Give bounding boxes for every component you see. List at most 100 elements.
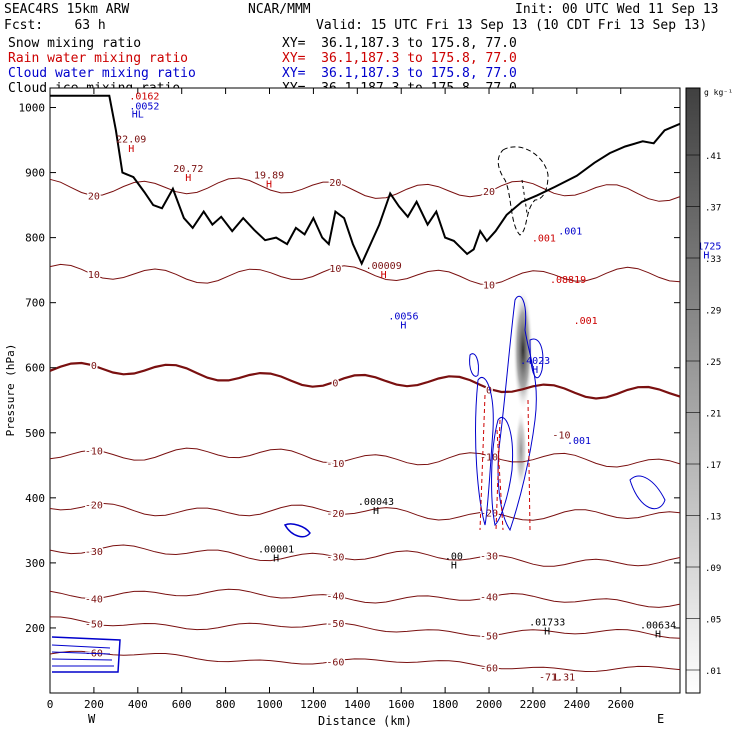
isotherm-label: -40	[85, 595, 103, 606]
y-tick-label: 700	[25, 297, 45, 310]
x-tick-label: 2600	[607, 698, 634, 711]
isotherm-label: 10	[88, 270, 100, 281]
x-tick-label: 1200	[300, 698, 327, 711]
field-xy-snow: XY= 36.1,187.3 to 175.8, 77.0	[282, 36, 517, 51]
x-tick-label: 2200	[520, 698, 547, 711]
isotherm-label: -40	[480, 593, 498, 604]
colorbar-label: .17	[705, 461, 721, 471]
isotherm-label: -50	[480, 632, 498, 643]
contour-annotation: .00634	[640, 621, 676, 632]
valid-time: Valid: 15 UTC Fri 13 Sep 13 (10 CDT Fri …	[316, 18, 708, 33]
x-tick-label: 1800	[432, 698, 459, 711]
min-temp-marker: L	[554, 673, 560, 684]
contour-annotation: .001	[558, 226, 582, 237]
x-tick-label: 1600	[388, 698, 415, 711]
x-axis-label: Distance (km)	[318, 714, 412, 728]
isotherm-label: 20	[329, 178, 341, 189]
isotherm-label: -20	[326, 509, 344, 520]
x-tick-label: 600	[172, 698, 192, 711]
isotherm-10	[49, 263, 681, 286]
colorbar-label: .29	[705, 307, 721, 317]
isotherm-20	[49, 177, 681, 202]
model-name: SEAC4RS 15km ARW	[4, 2, 130, 17]
contour-annotation: .0052	[129, 101, 159, 112]
isotherm--10	[49, 447, 681, 468]
contour-annotation: H	[400, 321, 406, 332]
organization: NCAR/MMM	[248, 2, 311, 17]
x-tick-label: 2400	[564, 698, 591, 711]
x-tick-label: 800	[216, 698, 236, 711]
isotherm--40	[49, 588, 681, 608]
y-tick-label: 900	[25, 167, 45, 180]
snow-plume-shading-lower	[515, 410, 527, 490]
contour-annotation: H	[273, 554, 279, 565]
y-axis-label: Pressure (hPa)	[4, 344, 17, 437]
isotherm--20	[49, 502, 681, 521]
cloud-water-contours	[51, 295, 666, 673]
x-end-label-west: W	[88, 712, 96, 726]
contour-annotation: .0162	[129, 92, 159, 103]
colorbar-label: .01	[705, 667, 721, 677]
colorbar-label: .37	[705, 204, 721, 214]
contour-annotation: 19.89	[254, 170, 284, 181]
x-end-label-east: E	[657, 712, 664, 726]
contour-annotation: .001	[532, 234, 556, 245]
forecast-hour: Fcst: 63 h	[4, 18, 106, 33]
field-label-rain: Rain water mixing ratio	[8, 51, 189, 66]
contour-annotation: H	[655, 630, 661, 641]
contour-annotation: HL	[132, 109, 144, 120]
field-label-cloud-water: Cloud water mixing ratio	[8, 66, 196, 81]
isotherm-label: -20	[480, 509, 498, 520]
cloud-ice-contour	[497, 146, 549, 236]
contour-annotation: H	[532, 365, 538, 376]
contour-annotation: .00009	[366, 261, 402, 272]
colorbar: .01 .05 .09 .13 .17 .21 .25 .29 .33 .37 .41 g kg⁻¹	[685, 87, 733, 694]
y-tick-label: 300	[25, 557, 45, 570]
isotherm-label: -10	[326, 459, 344, 470]
contour-annotation: H	[381, 270, 387, 281]
isotherm-label: -60	[480, 664, 498, 675]
colorbar-label: .25	[705, 358, 721, 368]
contour-annotation: H	[703, 250, 709, 261]
isotherm--60	[49, 650, 681, 673]
contour-annotation: -10	[552, 431, 570, 442]
contour-annotation: .001	[574, 316, 598, 327]
contour-annotation: H	[373, 506, 379, 517]
isotherm-label: -30	[326, 552, 344, 563]
colorbar-unit: g kg⁻¹	[704, 88, 733, 97]
isotherm-label: -30	[85, 547, 103, 558]
isotherm--50	[49, 616, 681, 639]
isotherm-label: -50	[85, 619, 103, 630]
isotherm-label: -60	[326, 657, 344, 668]
isotherm-label: -10	[480, 452, 498, 463]
isotherm-label: 0	[91, 361, 97, 372]
x-tick-label: 1000	[256, 698, 283, 711]
contour-annotation: .00	[445, 552, 463, 563]
isotherm-label: 0	[332, 378, 338, 389]
contour-annotation: .01733	[529, 617, 565, 628]
x-tick-label: 200	[84, 698, 104, 711]
colorbar-label: .21	[705, 410, 721, 420]
isotherm-label: -50	[326, 619, 344, 630]
contour-annotation: .00001	[258, 544, 294, 555]
isotherm-label: -10	[85, 446, 103, 457]
isotherm-label: -20	[85, 501, 103, 512]
x-tick-label: 0	[47, 698, 54, 711]
field-label-snow: Snow mixing ratio	[8, 36, 142, 51]
contour-annotation: 20.72	[173, 164, 203, 175]
isotherm-label: 10	[329, 264, 341, 275]
field-xy-rain: XY= 36.1,187.3 to 175.8, 77.0	[282, 51, 517, 66]
contour-annotation: .08819	[550, 275, 586, 286]
contour-annotation: H	[185, 173, 191, 184]
rain-water-contours	[479, 394, 531, 531]
isotherm-label: -30	[480, 552, 498, 563]
terrain-line	[50, 94, 681, 267]
isotherm-0	[49, 361, 681, 400]
colorbar-label: .41	[705, 152, 721, 162]
isotherm-label: 0	[486, 385, 492, 396]
contour-annotation: .001	[567, 436, 591, 447]
y-tick-label: 200	[25, 622, 45, 635]
contour-annotation: H	[451, 561, 457, 572]
contour-annotation: .0056	[388, 312, 418, 323]
snow-plume-shading	[513, 288, 533, 412]
